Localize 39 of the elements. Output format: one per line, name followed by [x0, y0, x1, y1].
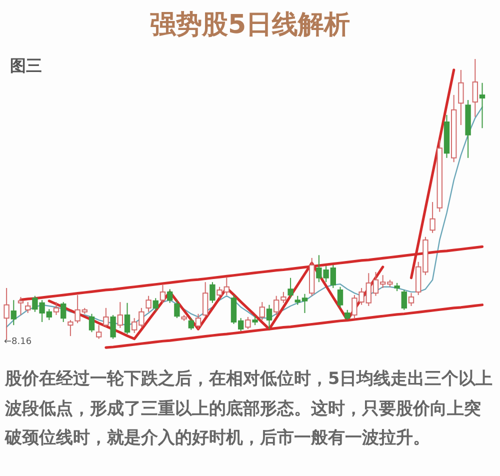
candlestick [54, 302, 60, 316]
candlestick [11, 300, 17, 326]
candlestick [104, 307, 110, 328]
candlestick [281, 291, 287, 304]
text: 股价在经过一轮下跌之后，在相对低位时，5日均线走出三个以上波段低点，形成了三重以上的底部形态。这时，只要股价向上突破颈位线时，就是介入的好时机，后市一般有一波拉升。 [5, 367, 494, 449]
candlestick [96, 324, 102, 340]
candlestick [210, 282, 216, 304]
candlestick [139, 307, 145, 328]
candlestick [153, 298, 159, 312]
candlestick [430, 202, 436, 234]
candlestick [18, 296, 24, 316]
candlestick [458, 69, 464, 126]
candlestick [408, 292, 415, 306]
candlestick [118, 302, 124, 328]
candlestick [25, 302, 32, 314]
candlestick [188, 318, 194, 330]
candlestick [344, 309, 351, 321]
candlestick [68, 320, 74, 337]
candlestick [402, 289, 408, 310]
candlestick [202, 282, 209, 318]
candlestick [266, 304, 273, 330]
candlestick [124, 302, 131, 335]
candlestick [246, 316, 252, 330]
candlestick [174, 300, 180, 319]
candlestick [480, 82, 486, 129]
candlestick [110, 314, 116, 340]
candlestick [472, 58, 478, 118]
chart-subtitle: 图三 [10, 56, 42, 76]
annotation: ←8.16 [4, 337, 32, 347]
candlestick [260, 302, 266, 321]
candlestick [60, 302, 67, 323]
candlestick [146, 295, 152, 312]
candlestick [160, 284, 166, 304]
chart-title: 强势股5日线解析 [148, 9, 352, 42]
candlestick [89, 313, 96, 333]
candlestick [167, 288, 174, 304]
candlestick [338, 286, 344, 308]
candlestick [288, 277, 294, 299]
candlestick [196, 313, 202, 330]
